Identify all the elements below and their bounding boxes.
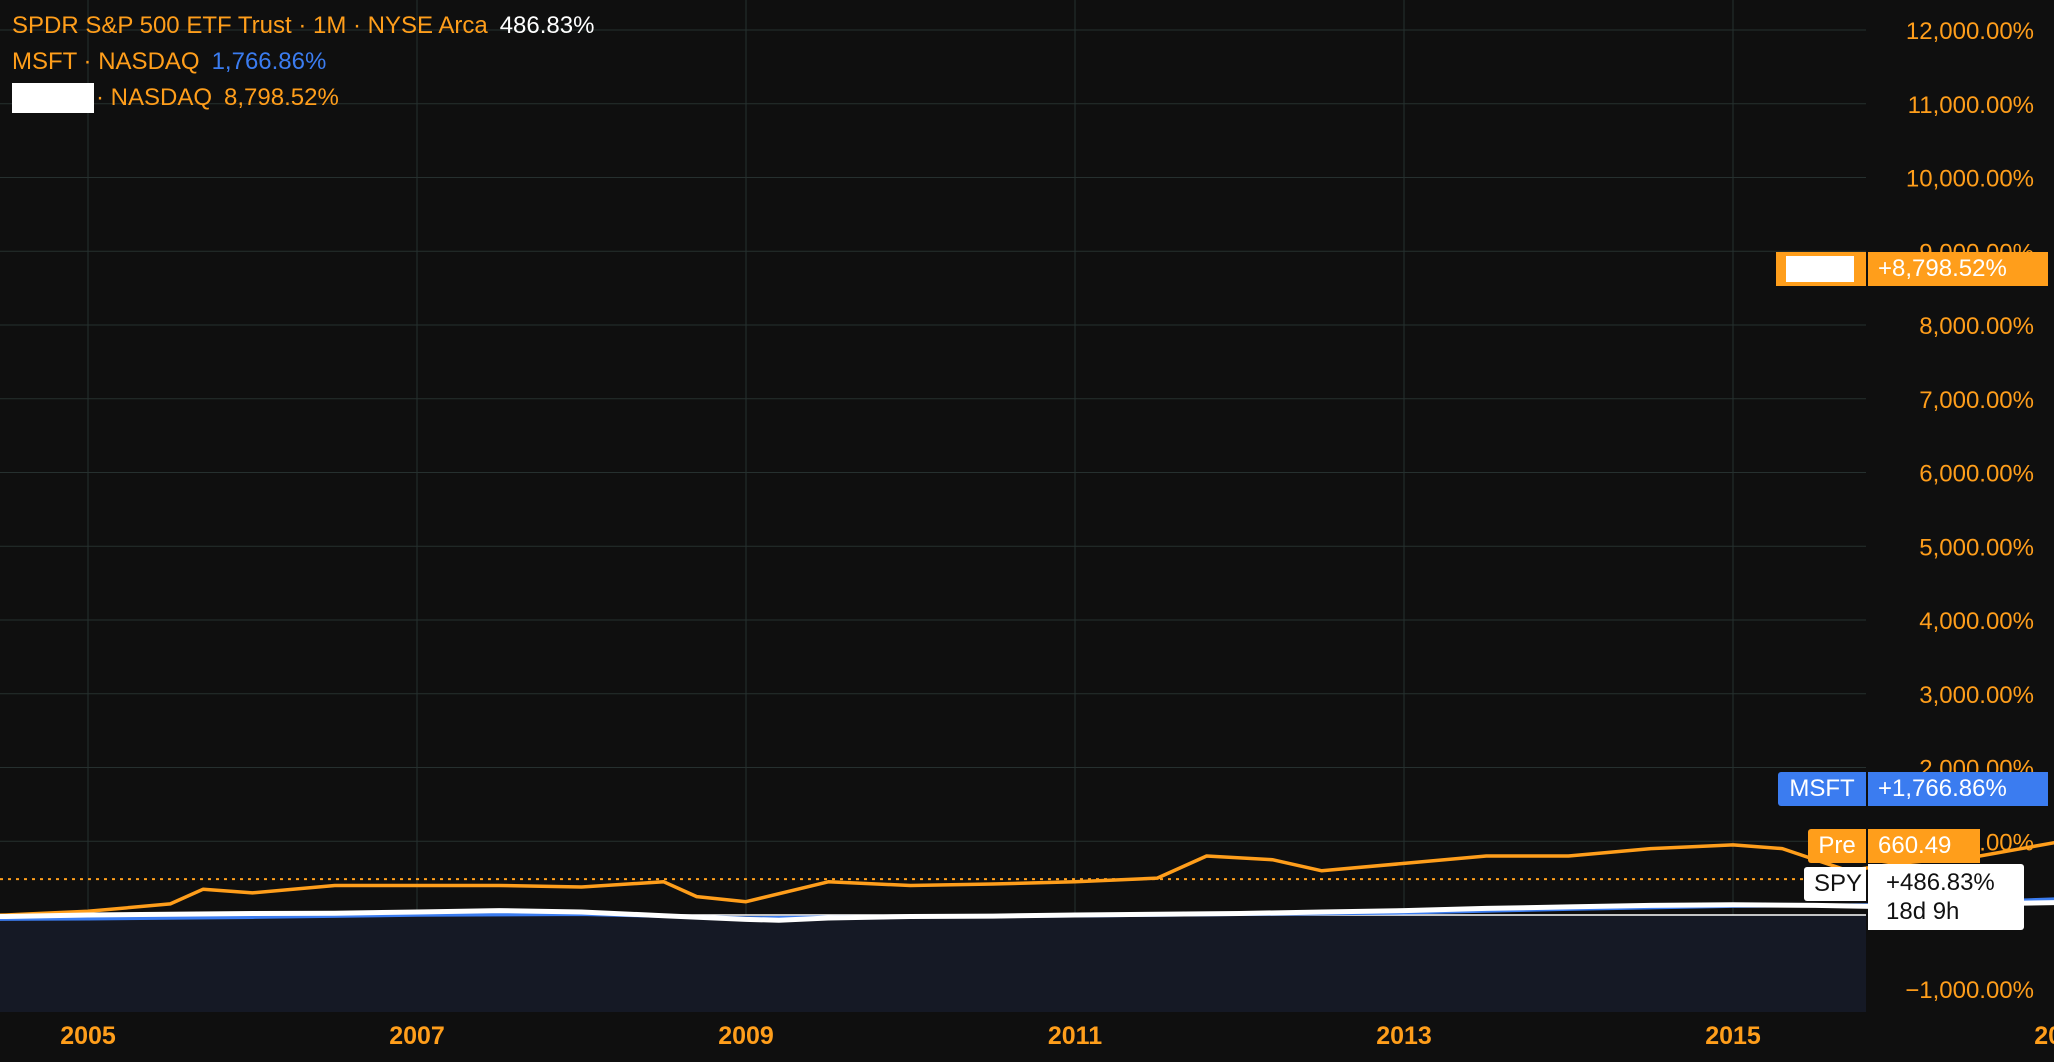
tag-spy-value: +486.83% [1886, 869, 1995, 896]
legend-msft-value: 1,766.86% [211, 48, 327, 75]
y-tick-label: 11,000.00% [1908, 92, 2034, 119]
y-tick-label: 8,000.00% [1919, 313, 2034, 340]
x-tick-label: 2011 [1048, 1022, 1102, 1050]
redacted-tag-mask [1786, 256, 1854, 282]
series-third-line [0, 840, 2054, 917]
x-tick-label: 2009 [718, 1022, 774, 1050]
x-tick-label: 2015 [1705, 1022, 1761, 1050]
y-tick-label: 6,000.00% [1919, 461, 2034, 488]
series-lines [0, 840, 2054, 923]
tag-spy-countdown: 18d 9h [1886, 898, 1960, 925]
redacted-symbol-mask [12, 83, 94, 113]
y-tick-label: 5,000.00% [1919, 534, 2034, 561]
series-spy-line [0, 900, 2054, 923]
y-tick-label: 7,000.00% [1919, 387, 2034, 414]
legend-spy[interactable]: SPDR S&P 500 ETF Trust · 1M · NYSE Arca … [12, 8, 594, 44]
legend-spy-label: SPDR S&P 500 ETF Trust · 1M · NYSE Arca [12, 12, 488, 39]
y-tick-label: 4,000.00% [1919, 608, 2034, 635]
tag-spy-symbol[interactable]: SPY [1804, 867, 1866, 901]
legend-third[interactable]: · NASDAQ 8,798.52% [12, 80, 594, 116]
x-axis-labels: 2005200720092011201320152017201920212023… [60, 1022, 2054, 1050]
tag-msft-symbol[interactable]: MSFT [1778, 772, 1866, 806]
x-tick-label: 2017 [2034, 1022, 2054, 1050]
chart-legend: SPDR S&P 500 ETF Trust · 1M · NYSE Arca … [12, 8, 594, 116]
legend-msft-label: MSFT · NASDAQ [12, 48, 200, 75]
tag-pre-value: 660.49 [1868, 829, 1980, 863]
y-tick-label: −1,000.00% [1905, 977, 2034, 1004]
tag-third-value: +8,798.52% [1868, 252, 2048, 286]
tag-third-symbol[interactable] [1776, 252, 1866, 286]
x-tick-label: 2005 [60, 1022, 116, 1050]
legend-msft[interactable]: MSFT · NASDAQ 1,766.86% [12, 44, 594, 80]
y-tick-label: 3,000.00% [1919, 682, 2034, 709]
legend-spy-value: 486.83% [499, 12, 595, 39]
y-tick-label: 10,000.00% [1906, 166, 2034, 193]
tag-msft-value: +1,766.86% [1868, 772, 2048, 806]
legend-third-label: · NASDAQ [96, 84, 213, 111]
x-tick-label: 2013 [1376, 1022, 1432, 1050]
tag-pre-label[interactable]: Pre [1808, 829, 1866, 863]
legend-third-value: 8,798.52% [224, 84, 339, 111]
zero-shade-area [0, 915, 1866, 1012]
tag-spy-box: +486.83% 18d 9h [1868, 864, 2024, 930]
y-tick-label: 12,000.00% [1906, 18, 2034, 45]
x-tick-label: 2007 [389, 1022, 445, 1050]
